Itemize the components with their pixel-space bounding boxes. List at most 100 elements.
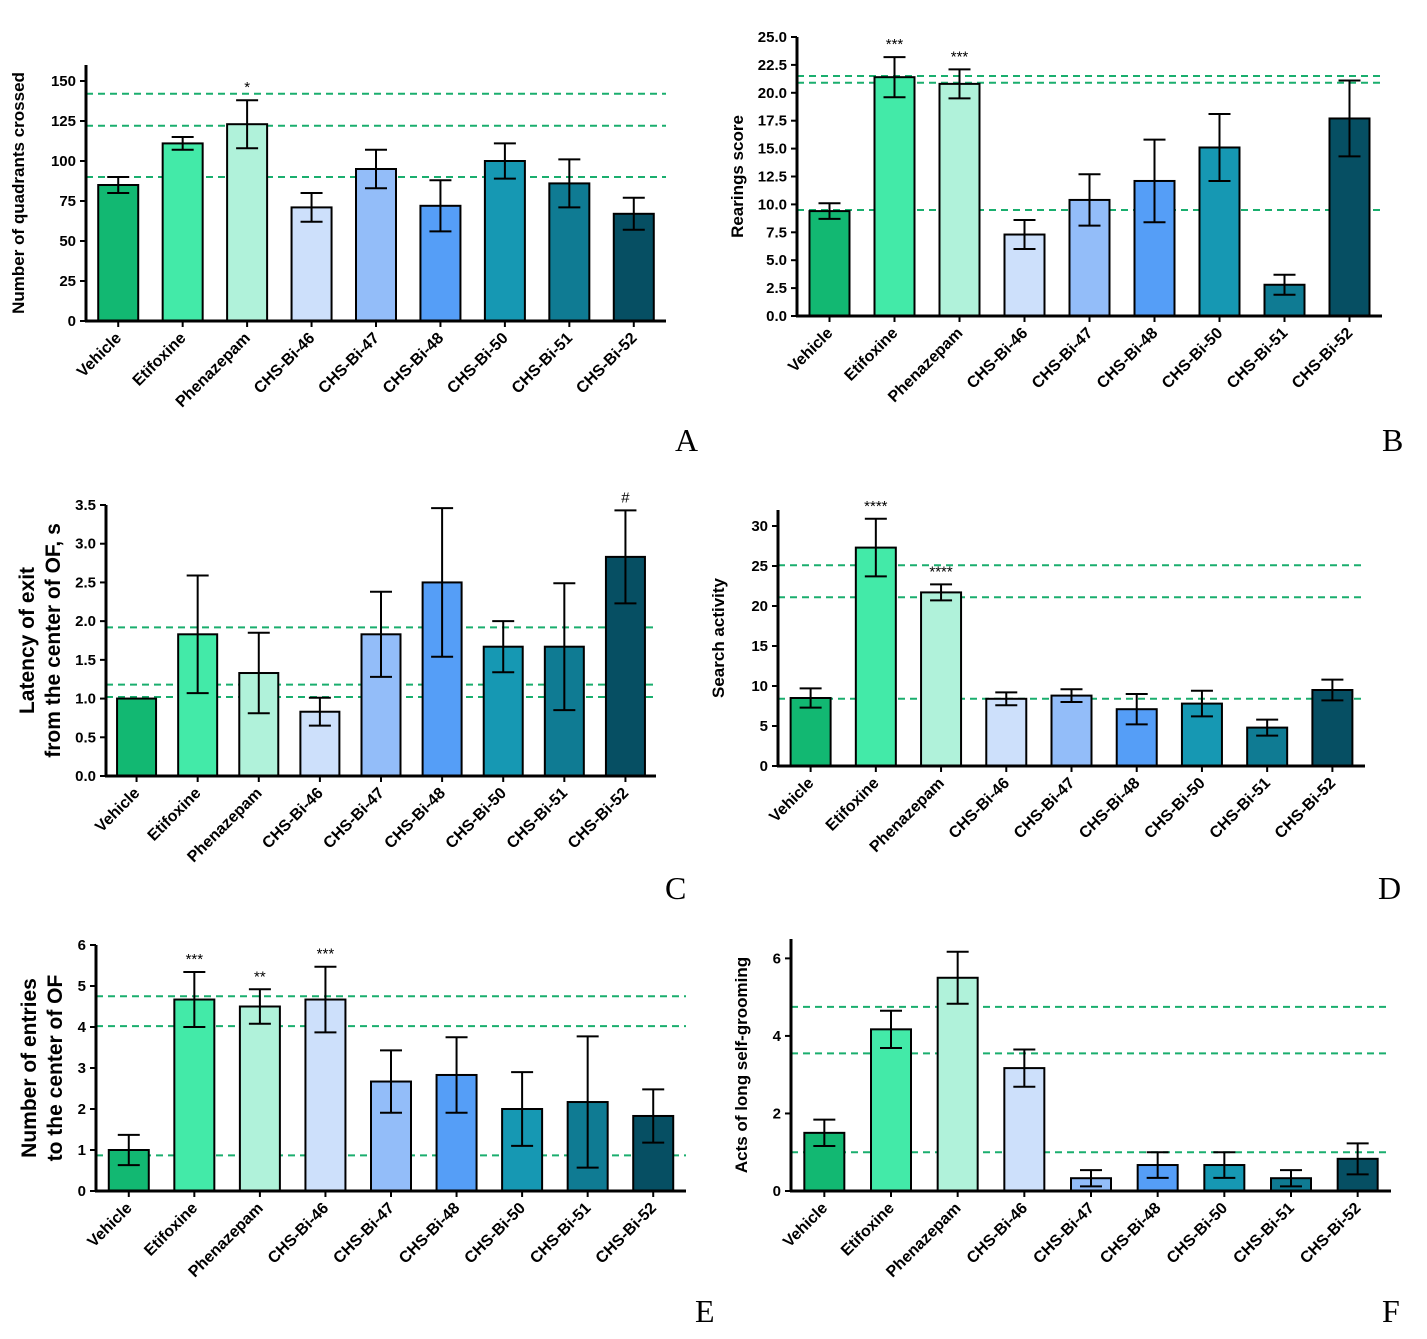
- y-tick-label: 12.5: [758, 169, 787, 186]
- significance-label: ***: [886, 36, 904, 53]
- x-tick-label: Etifoxine: [823, 775, 883, 835]
- x-tick-label: Vehicle: [92, 785, 143, 836]
- bar-vehicle: [789, 697, 832, 767]
- y-axis-title-line: Number of entries: [18, 978, 41, 1158]
- x-tick-label: CHS-Bi-47: [1029, 325, 1096, 392]
- chart-panel-b: *** *** 0.0 2.5 5.0 7.5 10.0 12.5 15.0 17.5 20.0 22…: [715, 22, 1405, 442]
- y-tick-label: 2: [78, 1101, 86, 1118]
- x-tick-label: CHS-Bi-47: [1011, 775, 1078, 842]
- bar-vehicle: [808, 210, 851, 317]
- y-tick-label: 5: [78, 978, 86, 995]
- x-tick-label: Vehicle: [74, 330, 125, 381]
- y-axis-title-line: to the center of OF: [44, 974, 67, 1161]
- x-tick-label: CHS-Bi-50: [1159, 325, 1226, 392]
- y-axis-title-line: Latency of exit: [16, 567, 39, 714]
- x-tick-label: Etifoxine: [145, 785, 205, 845]
- x-tick-label: Etifoxine: [141, 1200, 201, 1260]
- y-tick-label: 0: [773, 1183, 781, 1200]
- y-tick-label: 0: [760, 758, 768, 775]
- y-tick-label: 2.5: [75, 574, 96, 591]
- y-tick-label: 3: [78, 1060, 86, 1077]
- x-tick-label: CHS-Bi-51: [509, 330, 576, 397]
- y-tick-label: 50: [59, 233, 76, 250]
- bar-chs-bi-52: [612, 212, 655, 322]
- bar-vehicle: [97, 184, 140, 322]
- y-tick-label: 25: [59, 273, 76, 290]
- significance-label: **: [254, 968, 266, 985]
- bar-chs-bi-50: [483, 160, 526, 322]
- y-axis-title: Rearings score: [728, 115, 747, 238]
- panel-letter-d: D: [1378, 870, 1402, 906]
- y-tick-label: 0.5: [75, 729, 96, 746]
- bar-chs-bi-47: [1050, 694, 1093, 768]
- bar-chs-bi-47: [370, 1080, 412, 1192]
- y-axis-title: Acts of long self-grooming: [732, 957, 751, 1173]
- y-tick-label: 15.0: [758, 141, 787, 158]
- bar-etifoxine: [161, 142, 204, 323]
- y-axis-title: Number of quadrants crossed: [9, 72, 28, 314]
- bar-vehicle: [116, 697, 158, 777]
- x-tick-label: Etifoxine: [130, 330, 190, 390]
- y-tick-label: 3.5: [75, 497, 96, 514]
- y-tick-label: 0.0: [75, 768, 96, 785]
- x-tick-label: CHS-Bi-48: [1076, 775, 1143, 842]
- bar-etifoxine: [873, 76, 916, 318]
- x-tick-label: CHS-Bi-47: [315, 330, 382, 397]
- x-tick-label: CHS-Bi-52: [593, 1200, 660, 1267]
- x-tick-label: CHS-Bi-48: [382, 785, 449, 852]
- x-tick-label: CHS-Bi-47: [1030, 1200, 1097, 1267]
- x-tick-label: CHS-Bi-50: [443, 785, 510, 852]
- y-tick-label: 10: [751, 678, 768, 695]
- x-tick-label: CHS-Bi-48: [1097, 1200, 1164, 1267]
- x-tick-label: CHS-Bi-52: [565, 785, 632, 852]
- x-tick-label: CHS-Bi-50: [444, 330, 511, 397]
- y-tick-label: 150: [51, 73, 76, 90]
- x-tick-label: CHS-Bi-48: [396, 1200, 463, 1267]
- y-tick-label: 20.0: [758, 85, 787, 102]
- panel-letter-f: F: [1382, 1293, 1400, 1329]
- x-tick-label: CHS-Bi-50: [1141, 775, 1208, 842]
- bar-phenazepam: [920, 591, 963, 768]
- chart-panel-d: **** **** 0 5 10 15 20 25 30 Vehicle Etifoxine Phen…: [700, 495, 1400, 885]
- y-tick-label: 15: [751, 638, 768, 655]
- x-tick-label: Vehicle: [766, 775, 817, 826]
- x-tick-label: CHS-Bi-51: [1207, 775, 1274, 842]
- x-tick-label: Vehicle: [780, 1200, 831, 1251]
- bar-etifoxine: [870, 1028, 912, 1192]
- y-tick-label: 25: [751, 558, 768, 575]
- y-tick-label: 30: [751, 518, 768, 535]
- y-tick-label: 2.5: [766, 280, 787, 297]
- x-tick-label: Etifoxine: [838, 1200, 898, 1260]
- y-tick-label: 0: [68, 313, 76, 330]
- x-tick-label: CHS-Bi-51: [1224, 325, 1291, 392]
- y-tick-label: 1.0: [75, 691, 96, 708]
- panel-letter-b: B: [1382, 422, 1404, 458]
- x-tick-label: CHS-Bi-52: [1289, 325, 1356, 392]
- significance-label: ****: [929, 563, 953, 580]
- bar-phenazepam: [238, 1005, 281, 1192]
- y-tick-label: 17.5: [758, 113, 787, 130]
- panel-letter-e: E: [695, 1293, 715, 1329]
- chart-c-svg: #0.0 0.5 1.0 1.5 2.0 2.5 3.0 3.5 Vehicle Etifoxin…: [16, 489, 656, 866]
- y-tick-label: 100: [51, 153, 76, 170]
- y-tick-label: 2: [773, 1105, 781, 1122]
- y-tick-label: 10.0: [758, 196, 787, 213]
- y-tick-label: 22.5: [758, 57, 787, 74]
- significance-label: ***: [951, 48, 969, 65]
- y-tick-label: 2.0: [75, 613, 96, 630]
- x-tick-label: CHS-Bi-51: [1230, 1200, 1297, 1267]
- panel-letter-a: A: [675, 422, 699, 458]
- y-tick-label: 4: [773, 1028, 782, 1045]
- x-tick-label: CHS-Bi-51: [504, 785, 571, 852]
- y-axis-title: Search activity: [709, 577, 728, 698]
- x-tick-label: CHS-Bi-48: [1094, 325, 1161, 392]
- x-tick-label: Vehicle: [85, 1200, 136, 1251]
- chart-panel-c: #0.0 0.5 1.0 1.5 2.0 2.5 3.0 3.5 Vehicle Etifoxin…: [0, 485, 690, 880]
- y-tick-label: 25.0: [758, 29, 787, 46]
- bar-chs-bi-46: [985, 697, 1028, 767]
- panel-letter-c: C: [665, 870, 687, 906]
